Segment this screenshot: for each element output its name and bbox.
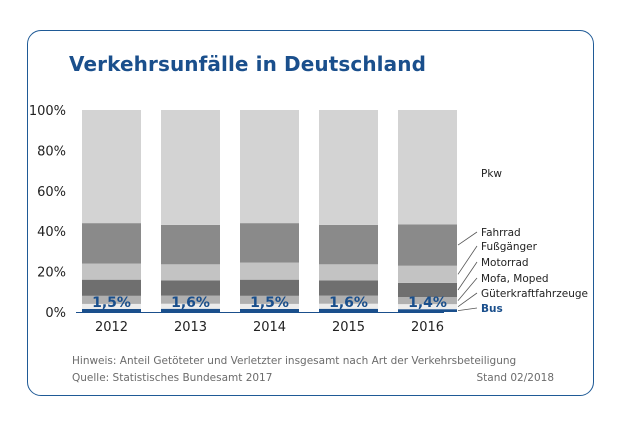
legend-leader-line <box>457 307 478 311</box>
bar-segment-fu-g-nger <box>398 265 457 283</box>
bar-segment-fu-g-nger <box>161 264 220 281</box>
chart-title: Verkehrsunfälle in Deutschland <box>69 52 426 76</box>
bar-segment-motorrad <box>319 280 378 296</box>
footnote-hint: Hinweis: Anteil Getöteter und Verletzter… <box>72 355 517 367</box>
bar-segment-fahrrad <box>398 224 457 266</box>
bar-segment-mofa-moped <box>240 295 299 304</box>
x-tick-label: 2016 <box>411 320 444 335</box>
bar-segment-motorrad <box>398 282 457 298</box>
bar-segment-mofa-moped <box>319 295 378 304</box>
bar-segment-bus <box>82 308 141 312</box>
bar-segment-motorrad <box>240 279 299 296</box>
y-tick-label: 40% <box>37 225 66 240</box>
y-tick-label: 20% <box>37 266 66 281</box>
bar-segment-pkw <box>161 110 220 225</box>
bar-segment-motorrad <box>82 279 141 296</box>
x-tick-label: 2015 <box>332 320 365 335</box>
legend-leader-line <box>457 261 478 291</box>
bar-segment-bus <box>161 308 220 312</box>
y-tick-label: 0% <box>45 306 66 321</box>
bar-segment-fu-g-nger <box>82 263 141 280</box>
legend-leader-line <box>457 277 478 301</box>
bar-segment-g-terkraftfahrzeuge <box>240 303 299 309</box>
legend-label-fu-g-nger: Fußgänger <box>481 241 538 253</box>
bar-segment-mofa-moped <box>161 295 220 304</box>
legend-leader-line <box>457 245 478 275</box>
footnote-source: Quelle: Statistisches Bundesamt 2017 <box>72 372 273 384</box>
bar-segment-g-terkraftfahrzeuge <box>398 304 457 310</box>
data-label-bus: 1,6% <box>329 295 368 311</box>
bar-segment-motorrad <box>161 280 220 296</box>
x-tick-label: 2012 <box>95 320 128 335</box>
bar-segment-fahrrad <box>240 223 299 263</box>
data-label-bus: 1,6% <box>171 295 210 311</box>
legend-leader-line <box>457 231 478 246</box>
legend-label-g-terkraftfahrzeuge: Güterkraftfahrzeuge <box>481 288 588 300</box>
y-tick-label: 100% <box>29 104 66 119</box>
bar-segment-fahrrad <box>82 223 141 264</box>
x-tick-label: 2013 <box>174 320 207 335</box>
bar-segment-fu-g-nger <box>240 262 299 280</box>
bar-segment-fahrrad <box>319 224 378 265</box>
legend-leader-line <box>457 292 478 307</box>
bar-segment-mofa-moped <box>82 295 141 304</box>
legend-label-bus: Bus <box>481 303 503 315</box>
data-label-bus: 1,5% <box>250 295 289 311</box>
x-tick-label: 2014 <box>253 320 286 335</box>
bar-segment-g-terkraftfahrzeuge <box>319 303 378 309</box>
legend-label-pkw: Pkw <box>481 168 502 180</box>
data-label-bus: 1,4% <box>408 295 447 311</box>
bar-segment-mofa-moped <box>398 297 457 305</box>
bar-segment-pkw <box>240 110 299 224</box>
bar-segment-fu-g-nger <box>319 264 378 281</box>
bar-segment-g-terkraftfahrzeuge <box>82 303 141 309</box>
bar-segment-g-terkraftfahrzeuge <box>161 303 220 309</box>
y-tick-label: 60% <box>37 185 66 200</box>
legend-label-mofa-moped: Mofa, Moped <box>481 273 549 285</box>
y-tick-label: 80% <box>37 144 66 159</box>
bar-segment-pkw <box>398 110 457 225</box>
bar-segment-bus <box>398 309 457 312</box>
bar-segment-pkw <box>319 110 378 225</box>
legend-label-motorrad: Motorrad <box>481 257 529 269</box>
bar-segment-fahrrad <box>161 224 220 265</box>
legend-label-fahrrad: Fahrrad <box>481 227 521 239</box>
footnote-stand: Stand 02/2018 <box>476 372 555 384</box>
bar-segment-pkw <box>82 110 141 224</box>
bar-segment-bus <box>319 308 378 312</box>
bar-segment-bus <box>240 308 299 312</box>
data-label-bus: 1,5% <box>92 295 131 311</box>
